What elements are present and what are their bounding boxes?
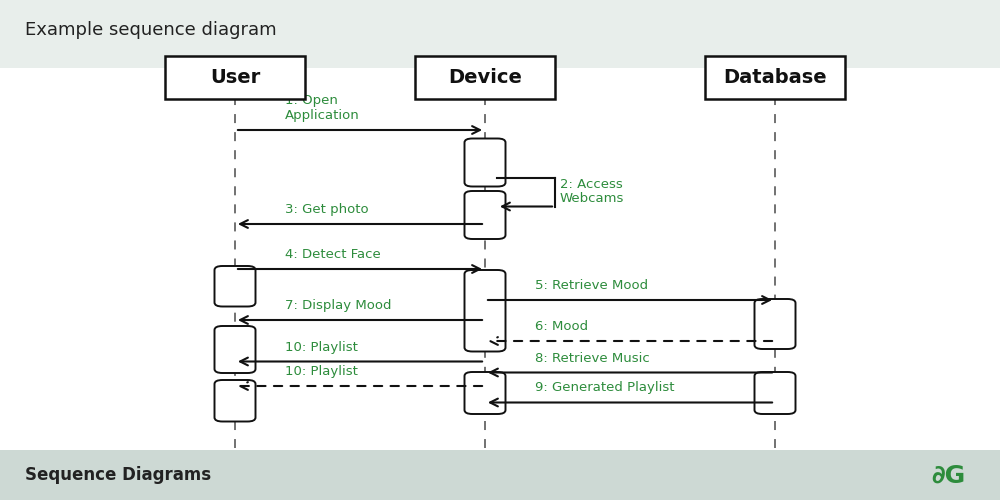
FancyBboxPatch shape [705, 56, 845, 99]
Text: User: User [210, 68, 260, 87]
Text: 4: Detect Face: 4: Detect Face [285, 248, 381, 261]
FancyBboxPatch shape [464, 270, 505, 351]
Bar [0, 0, 1000, 68]
FancyBboxPatch shape [214, 380, 255, 422]
FancyBboxPatch shape [165, 56, 305, 99]
FancyBboxPatch shape [214, 326, 255, 373]
FancyBboxPatch shape [214, 266, 255, 306]
Text: 8: Retrieve Music: 8: Retrieve Music [535, 352, 650, 364]
FancyBboxPatch shape [755, 299, 796, 349]
FancyBboxPatch shape [464, 372, 505, 414]
Text: 1: Open
Application: 1: Open Application [285, 94, 360, 122]
FancyBboxPatch shape [415, 56, 555, 99]
Text: 9: Generated Playlist: 9: Generated Playlist [535, 382, 674, 394]
Text: 7: Display Mood: 7: Display Mood [285, 299, 392, 312]
Text: 2: Access
Webcams: 2: Access Webcams [560, 178, 624, 206]
Text: 10: Playlist: 10: Playlist [285, 365, 358, 378]
Text: Sequence Diagrams: Sequence Diagrams [25, 466, 211, 484]
Text: 3: Get photo: 3: Get photo [285, 203, 369, 216]
Text: Example sequence diagram: Example sequence diagram [25, 22, 277, 40]
FancyBboxPatch shape [464, 138, 505, 186]
FancyBboxPatch shape [755, 372, 796, 414]
Text: ∂G: ∂G [932, 464, 966, 488]
Text: 10: Playlist: 10: Playlist [285, 340, 358, 353]
Text: Database: Database [723, 68, 827, 87]
Bar [0, 450, 1000, 500]
Text: 5: Retrieve Mood: 5: Retrieve Mood [535, 279, 648, 292]
Text: 6: Mood: 6: Mood [535, 320, 588, 333]
FancyBboxPatch shape [464, 191, 505, 239]
Text: Device: Device [448, 68, 522, 87]
